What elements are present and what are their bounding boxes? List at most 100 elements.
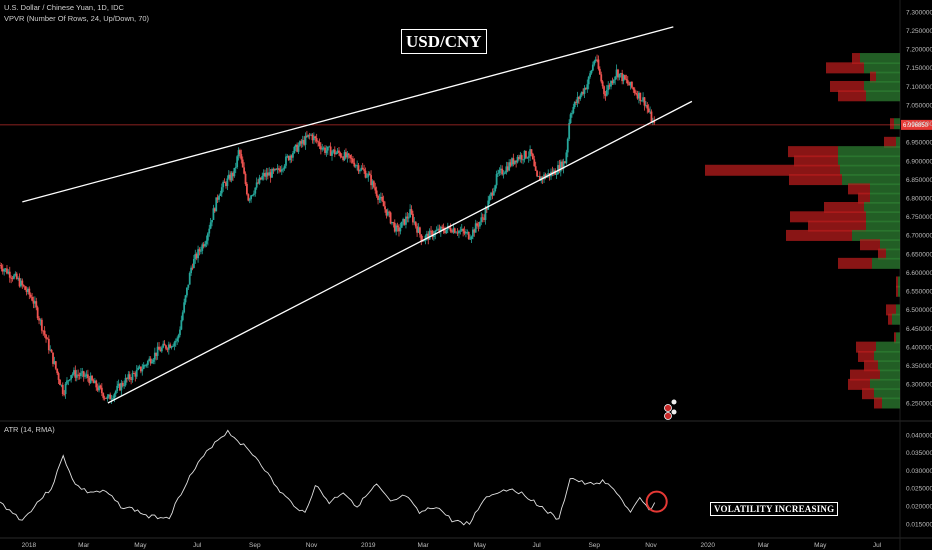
candle-body [232,172,234,177]
candle-body [596,59,598,61]
atr-tick-label: 0.030000 [906,468,932,475]
candle-body [470,236,473,239]
candle-body [134,373,137,377]
candle-body [239,150,241,155]
candle-body [388,211,391,213]
candle-body [42,330,45,332]
candle-body [137,367,140,370]
candle-body [139,366,142,372]
candle-body [513,160,516,165]
candle-body [293,146,296,154]
candle-body [275,168,278,170]
candle-body [629,81,632,86]
volume-profile-up-bar [876,341,900,353]
candle-body [148,358,151,362]
candle-body [70,375,73,380]
candle-body [180,320,183,330]
candle-body [604,94,607,96]
candle-body [406,216,409,219]
candle-body [536,170,538,177]
candle-body [331,151,333,156]
candle-body [589,73,591,77]
candle-body [414,221,417,227]
volume-profile-up-bar [870,183,900,195]
candle-body [530,149,533,154]
volume-profile-down-bar [794,155,838,167]
candle-body [416,226,419,233]
volume-profile-up-bar [880,369,900,381]
candle-body [61,384,64,395]
candle-body [183,302,186,313]
time-tick-label: May [474,542,487,549]
candle-body [318,142,321,147]
candle-body [167,344,170,350]
volume-profile-up-bar [840,164,900,176]
candle-body [198,249,201,252]
candle-body [368,173,371,176]
volume-profile-up-bar [870,192,900,204]
candle-body [603,86,605,95]
candle-body [215,197,218,212]
candle-body [555,174,558,175]
candle-body [432,235,435,238]
candle-body [399,227,402,232]
volume-profile-down-bar [830,80,864,92]
candle-body [393,222,396,232]
candle-body [458,230,460,234]
candle-body [462,229,465,232]
candle-body [626,80,629,84]
time-tick-label: 2019 [361,542,376,549]
candle-body [35,301,38,308]
price-tick-label: 6.700000 [906,233,932,240]
candle-body [213,208,216,212]
volume-profile-down-bar [886,304,896,316]
volume-profile-up-bar [866,220,900,232]
candle-body [59,379,61,386]
candle-body [91,375,93,381]
atr-highlight-circle [645,490,668,513]
candle-body [516,156,519,163]
candle-body [29,294,32,297]
candle-body [564,161,566,164]
candle-body [176,338,179,342]
candle-body [47,338,50,351]
candle-body [218,195,220,200]
candle-body [133,373,135,374]
candle-body [451,231,453,233]
candle-body [385,209,388,216]
candle-body [365,176,368,178]
volume-profile-down-bar [896,285,898,297]
candle-body [631,81,633,88]
candle-body [612,79,615,84]
volume-profile-down-bar [826,62,864,74]
candle-body [335,152,338,155]
candle-body [310,134,312,136]
candle-body [583,88,586,94]
candle-body [276,168,279,170]
candle-body [384,206,386,210]
candle-body [131,373,134,380]
candle-body [473,229,476,233]
candle-body [407,217,410,219]
candle-body [622,75,625,82]
candle-body [208,228,211,234]
candle-body [379,196,382,199]
candle-body [317,141,319,143]
candle-body [244,173,247,184]
candle-body [625,79,628,81]
price-tick-label: 7.050000 [906,102,932,109]
volume-profile-down-bar [860,239,880,251]
candle-body [98,385,100,391]
candle-body [308,134,311,136]
candle-body [82,371,85,377]
candle-body [181,312,184,321]
candle-body [282,168,285,170]
volume-profile-down-bar [888,313,892,325]
candle-body [506,166,509,171]
atr-tick-label: 0.040000 [906,432,932,439]
candle-body [490,192,492,197]
candle-body [117,383,120,386]
event-marker-bubble [671,399,677,405]
candle-body [4,268,7,270]
candle-body [430,230,432,232]
